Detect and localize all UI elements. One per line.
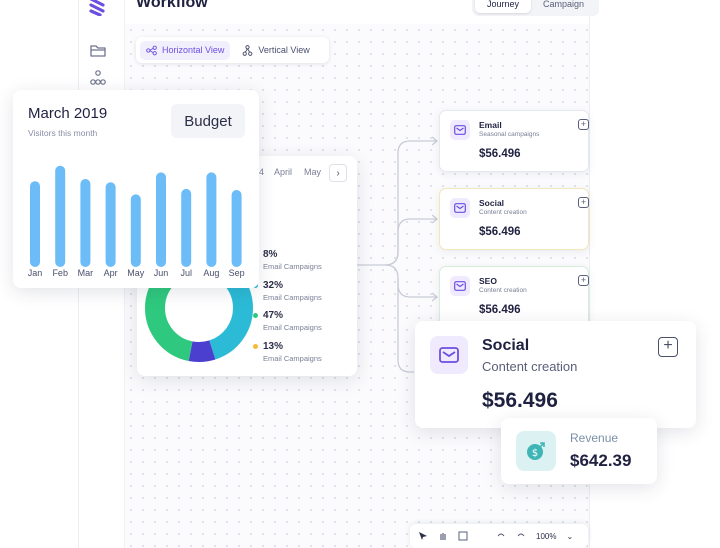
bar-mar [80, 179, 91, 267]
bar-jan [30, 181, 40, 267]
budget-button[interactable]: Budget [171, 104, 245, 138]
social-value: $56.496 [482, 389, 558, 412]
logo-icon [89, 0, 105, 16]
month-tab[interactable]: May [304, 167, 322, 177]
undo-icon[interactable] [496, 531, 506, 541]
x-tick-label: Aug [203, 268, 219, 278]
legend-item: 47% Email Campaigns [253, 310, 322, 332]
bar-sep [231, 190, 242, 267]
node-subtitle: Content creation [479, 287, 527, 294]
mail-icon [450, 120, 470, 140]
x-tick-label: Jun [154, 268, 169, 278]
revenue-card: $ Revenue $642.39 [501, 418, 657, 484]
month-tab[interactable]: 4 [259, 167, 265, 177]
x-tick-label: Jan [28, 268, 43, 278]
visitors-card: March 2019 Visitors this month Budget Ja… [13, 90, 259, 288]
x-tick-label: Jul [180, 268, 192, 278]
add-icon[interactable]: + [578, 119, 589, 130]
mail-icon [450, 198, 470, 218]
bar-feb [55, 165, 66, 267]
legend-item: 13% Email Campaigns [253, 341, 322, 363]
legend-percent: 47% [263, 310, 284, 321]
month-tab[interactable]: April [274, 167, 293, 177]
flow-node-social[interactable]: Social Content creation $56.496 + [439, 188, 589, 250]
vertical-flow-icon [243, 44, 253, 56]
redo-icon[interactable] [516, 531, 526, 541]
bar-apr [105, 182, 116, 267]
horizontal-flow-icon [146, 45, 157, 55]
mail-icon [430, 336, 468, 374]
tab-journey[interactable]: Journey [475, 0, 532, 13]
canvas-toolbar: 100% ⌄ [410, 524, 588, 548]
social-detail-card[interactable]: Social Content creation $56.496 + [415, 321, 696, 428]
legend-dot [253, 344, 258, 349]
zoom-level[interactable]: 100% [536, 531, 557, 541]
legend-item: 32% Email Campaigns [253, 280, 322, 302]
legend-percent: 32% [263, 280, 284, 291]
x-tick-label: Apr [104, 268, 118, 278]
flow-node-seo[interactable]: SEO Content creation $56.496 + [439, 266, 589, 328]
legend-label: Email Campaigns [263, 323, 322, 332]
chart-subtitle: Visitors this month [28, 128, 98, 138]
donut-slice [145, 254, 253, 362]
pointer-icon[interactable] [418, 531, 428, 541]
bar-jul [181, 188, 192, 267]
x-tick-label: Mar [78, 268, 94, 278]
legend-dot [253, 313, 258, 318]
chevron-down-icon[interactable]: ⌄ [566, 531, 574, 541]
node-subtitle: Seasonal campaigns [479, 131, 540, 138]
social-title: Social [482, 337, 530, 354]
bar-jun [156, 172, 166, 267]
horizontal-view-button[interactable]: Horizontal View [140, 40, 231, 60]
node-title: SEO [479, 276, 497, 286]
svg-text:$: $ [532, 448, 538, 459]
chart-title: March 2019 [28, 105, 108, 122]
add-icon[interactable]: + [578, 275, 589, 286]
x-tick-label: May [127, 268, 145, 278]
view-toggle: Horizontal View Vertical View [136, 37, 329, 63]
donut-slice [145, 254, 253, 362]
bar-aug [206, 172, 217, 267]
folder-icon[interactable] [89, 41, 107, 59]
legend-label: Email Campaigns [263, 262, 322, 271]
node-title: Email [479, 120, 502, 130]
hierarchy-icon[interactable] [89, 69, 107, 87]
node-value: $56.496 [479, 226, 521, 238]
revenue-label: Revenue [570, 431, 619, 445]
add-icon[interactable]: + [658, 337, 678, 357]
dollar-growth-icon: $ [516, 431, 556, 471]
legend-label: Email Campaigns [263, 293, 322, 302]
tab-campaign[interactable]: Campaign [543, 0, 585, 9]
page-title: Workflow [136, 0, 208, 11]
revenue-value: $642.39 [570, 451, 632, 470]
node-value: $56.496 [479, 148, 521, 160]
legend-percent: 8% [263, 249, 278, 260]
mail-icon [450, 276, 470, 296]
legend-percent: 13% [263, 341, 284, 352]
x-tick-label: Feb [52, 268, 68, 278]
visitors-bar-chart: Jan Feb Mar Apr May Jun Jul Aug Sep [28, 165, 245, 278]
vertical-view-button[interactable]: Vertical View [236, 41, 315, 60]
node-subtitle: Content creation [479, 209, 527, 216]
add-icon[interactable]: + [578, 197, 589, 208]
bar-may [130, 194, 141, 267]
node-value: $56.496 [479, 304, 521, 316]
chevron-right-icon[interactable]: › [329, 164, 347, 182]
top-tabs: Journey Campaign [472, 0, 600, 16]
node-title: Social [479, 198, 505, 208]
hand-icon[interactable] [438, 531, 448, 541]
legend-item: 8% Email Campaigns [253, 249, 322, 271]
vertical-view-label: Vertical View [258, 45, 310, 55]
x-tick-label: Sep [229, 268, 245, 278]
horizontal-view-label: Horizontal View [162, 45, 225, 55]
legend-label: Email Campaigns [263, 354, 322, 363]
flow-node-email[interactable]: Email Seasonal campaigns $56.496 + [439, 110, 589, 172]
social-subtitle: Content creation [482, 359, 578, 374]
